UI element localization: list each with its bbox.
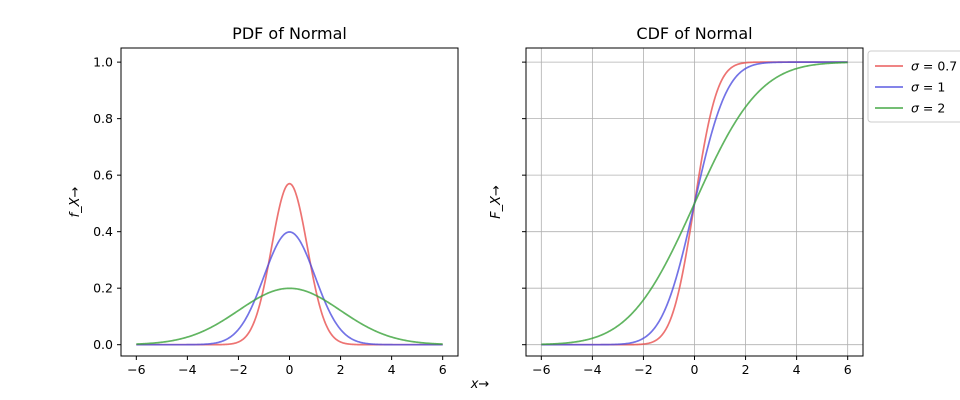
x-tick-label: 0 <box>691 362 699 377</box>
legend-label: σ = 0.7 <box>911 59 957 74</box>
legend: σ = 0.7 σ = 1 σ = 2 <box>867 50 960 123</box>
legend-label: σ = 1 <box>911 80 945 95</box>
legend-label: σ = 2 <box>911 101 945 116</box>
series-line-sigma-0-7 <box>136 182 443 346</box>
x-tick-label: −2 <box>229 362 247 377</box>
y-tick-label: 0.0 <box>93 337 113 352</box>
shared-x-axis-label: x→ <box>470 377 490 392</box>
y-tick-label: 0.8 <box>93 111 113 126</box>
y-axis-label: f_X→ <box>68 186 83 217</box>
axes-frame <box>120 47 459 357</box>
cdf-panel: CDF of Normal−6 −4 −2 0 2 4 6F_X→σ = 0.7σ = 1σ… <box>489 24 960 377</box>
y-tick-label: 0.2 <box>93 281 113 296</box>
series-line-sigma-2 <box>136 287 443 345</box>
x-tick-label: 4 <box>388 362 396 377</box>
x-tick-label: −6 <box>532 362 550 377</box>
x-tick-label: 0 <box>286 362 294 377</box>
x-tick-label: −4 <box>583 362 601 377</box>
y-tick-label: 0.4 <box>93 224 113 239</box>
chart-title: PDF of Normal <box>232 24 347 43</box>
x-tick-label: 4 <box>793 362 801 377</box>
y-axis-label: F_X→ <box>489 185 504 219</box>
chart-title: CDF of Normal <box>636 24 752 43</box>
pdf-panel: PDF of Normal −6 −4 −2 0 2 4 6 0.0 0.2 0.4 0.6 0.8 1.… <box>68 24 459 377</box>
x-tick-label: −4 <box>178 362 196 377</box>
series-line-sigma-2 <box>541 61 848 346</box>
y-tick-label: 0.6 <box>93 168 113 183</box>
x-tick-label: 6 <box>439 362 447 377</box>
y-tick-label: 1.0 <box>93 55 113 70</box>
legend-box <box>867 50 960 123</box>
series-line-sigma-1 <box>136 231 443 346</box>
x-tick-label: −6 <box>127 362 145 377</box>
x-tick-label: 2 <box>742 362 750 377</box>
x-tick-label: −2 <box>634 362 652 377</box>
x-tick-label: 2 <box>337 362 345 377</box>
x-tick-label: 6 <box>844 362 852 377</box>
